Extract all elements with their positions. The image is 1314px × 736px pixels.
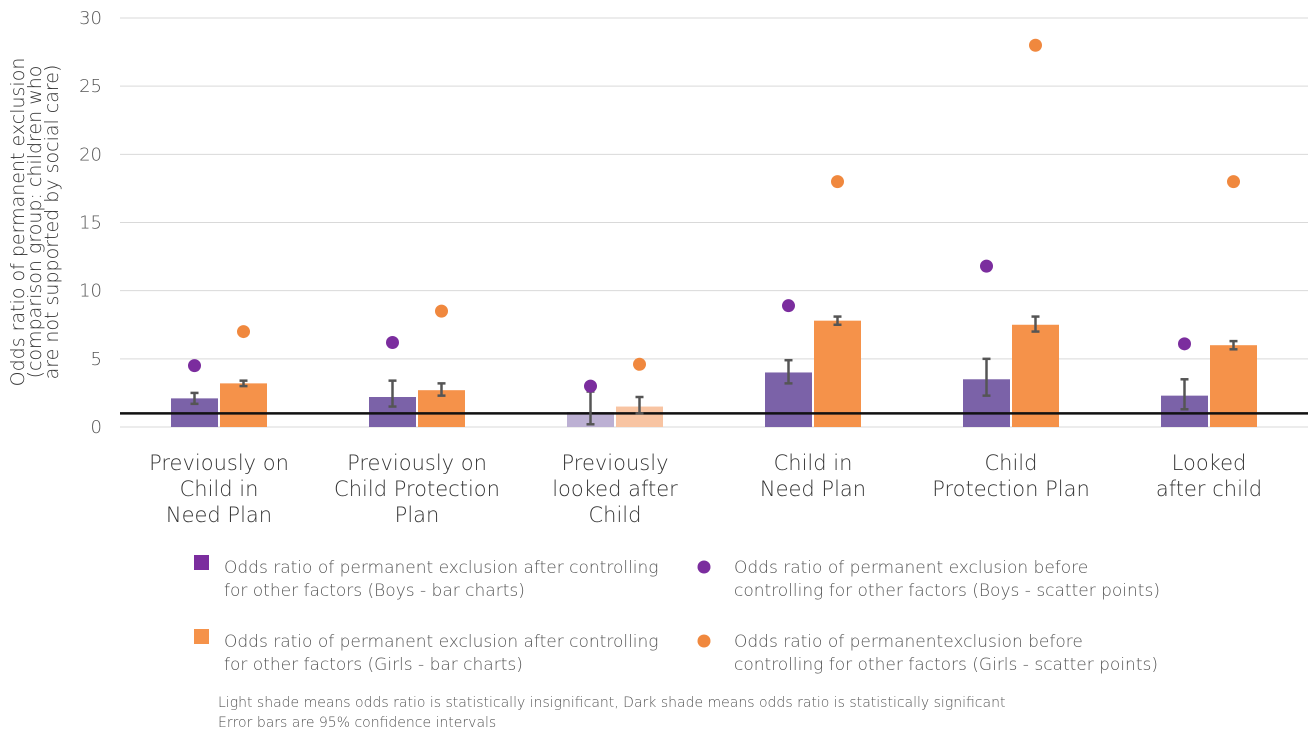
- category-label-line: Protection Plan: [932, 477, 1090, 501]
- boys-point: [980, 260, 993, 273]
- y-tick-label: 15: [79, 213, 102, 234]
- footnote: Light shade means odds ratio is statisti…: [218, 695, 1005, 711]
- legend-entry-line: controlling for other factors (Boys - sc…: [734, 581, 1160, 601]
- y-tick-label: 30: [79, 8, 102, 29]
- error-bars: [191, 317, 1238, 425]
- legend-entry: Odds ratio of permanentexclusion before c…: [734, 632, 1158, 675]
- legend-swatch-square: [194, 555, 209, 570]
- category-label-line: Need Plan: [760, 477, 866, 501]
- girls-bar: [814, 321, 861, 427]
- girls-bar: [220, 383, 267, 427]
- category-label: Looked after child: [1156, 451, 1262, 501]
- notes: Light shade means odds ratio is statisti…: [218, 695, 1005, 731]
- category-labels: Previously on Child in Need PlanPreviously…: [149, 451, 1262, 527]
- legend-entry: Odds ratio of permanent exclusion after …: [224, 558, 659, 601]
- category-label-line: Child in: [180, 477, 259, 501]
- category-label-line: Previously on: [149, 451, 289, 475]
- category-label: Previously looked after Child: [552, 451, 678, 527]
- legend: Odds ratio of permanent exclusion after …: [194, 555, 1160, 675]
- legend-entry-line: Odds ratio of permanentexclusion before: [734, 632, 1083, 652]
- category-label: Child in Need Plan: [760, 451, 866, 501]
- legend-entry-line: Odds ratio of permanent exclusion after …: [224, 558, 659, 578]
- legend-entry: Odds ratio of permanent exclusion after …: [224, 632, 659, 675]
- legend-entry-line: controlling for other factors (Girls - s…: [734, 655, 1158, 675]
- bars: [171, 321, 1257, 427]
- legend-entry-line: for other factors (Boys - bar charts): [224, 581, 525, 601]
- y-axis-title: Odds ratio of permanent exclusion(compar…: [7, 58, 63, 387]
- legend-swatch-circle: [698, 635, 711, 648]
- category-label-line: looked after: [552, 477, 678, 501]
- legend-swatch-circle: [698, 561, 711, 574]
- boys-point: [1178, 337, 1191, 350]
- y-axis-title-line: are not supported by social care): [41, 65, 63, 380]
- category-label-line: after child: [1156, 477, 1262, 501]
- scatter-points: [188, 39, 1240, 393]
- category-label-line: Child: [589, 503, 642, 527]
- girls-point: [1029, 39, 1042, 52]
- category-label-line: Looked: [1172, 451, 1247, 475]
- y-tick-label: 10: [79, 281, 102, 302]
- girls-point: [237, 325, 250, 338]
- girls-bar: [1210, 345, 1257, 427]
- legend-entry-line: Odds ratio of permanent exclusion before: [734, 558, 1088, 578]
- category-label-line: Child in: [774, 451, 853, 475]
- legend-entry: Odds ratio of permanent exclusion before…: [734, 558, 1160, 601]
- y-tick-label: 5: [91, 349, 102, 370]
- girls-point: [831, 175, 844, 188]
- y-axis-label: Odds ratio of permanent exclusion(compar…: [7, 58, 63, 387]
- y-tick-label: 0: [91, 417, 102, 438]
- boys-point: [188, 359, 201, 372]
- girls-point: [633, 358, 646, 371]
- y-tick-label: 25: [79, 76, 102, 97]
- category-label-line: Child: [985, 451, 1038, 475]
- girls-bar: [1012, 325, 1059, 427]
- girls-point: [1227, 175, 1240, 188]
- category-label-line: Previously on: [347, 451, 487, 475]
- category-label-line: Child Protection: [334, 477, 500, 501]
- category-label-line: Need Plan: [166, 503, 272, 527]
- y-tick-label: 20: [79, 144, 102, 165]
- legend-entry-line: for other factors (Girls - bar charts): [224, 655, 523, 675]
- legend-swatch-square: [194, 629, 209, 644]
- legend-entry-line: Odds ratio of permanent exclusion after …: [224, 632, 659, 652]
- category-label-line: Previously: [561, 451, 668, 475]
- y-axis-ticks: 0 5 10 15 20 25 30: [79, 8, 102, 438]
- category-label: Previously on Child Protection Plan: [334, 451, 500, 527]
- gridlines: [120, 18, 1308, 427]
- boys-point: [584, 380, 597, 393]
- boys-point: [782, 299, 795, 312]
- category-label: Child Protection Plan: [932, 451, 1090, 501]
- category-label: Previously on Child in Need Plan: [149, 451, 289, 527]
- boys-point: [386, 336, 399, 349]
- category-label-line: Plan: [395, 503, 440, 527]
- girls-point: [435, 305, 448, 318]
- footnote: Error bars are 95% confidence intervals: [218, 715, 496, 731]
